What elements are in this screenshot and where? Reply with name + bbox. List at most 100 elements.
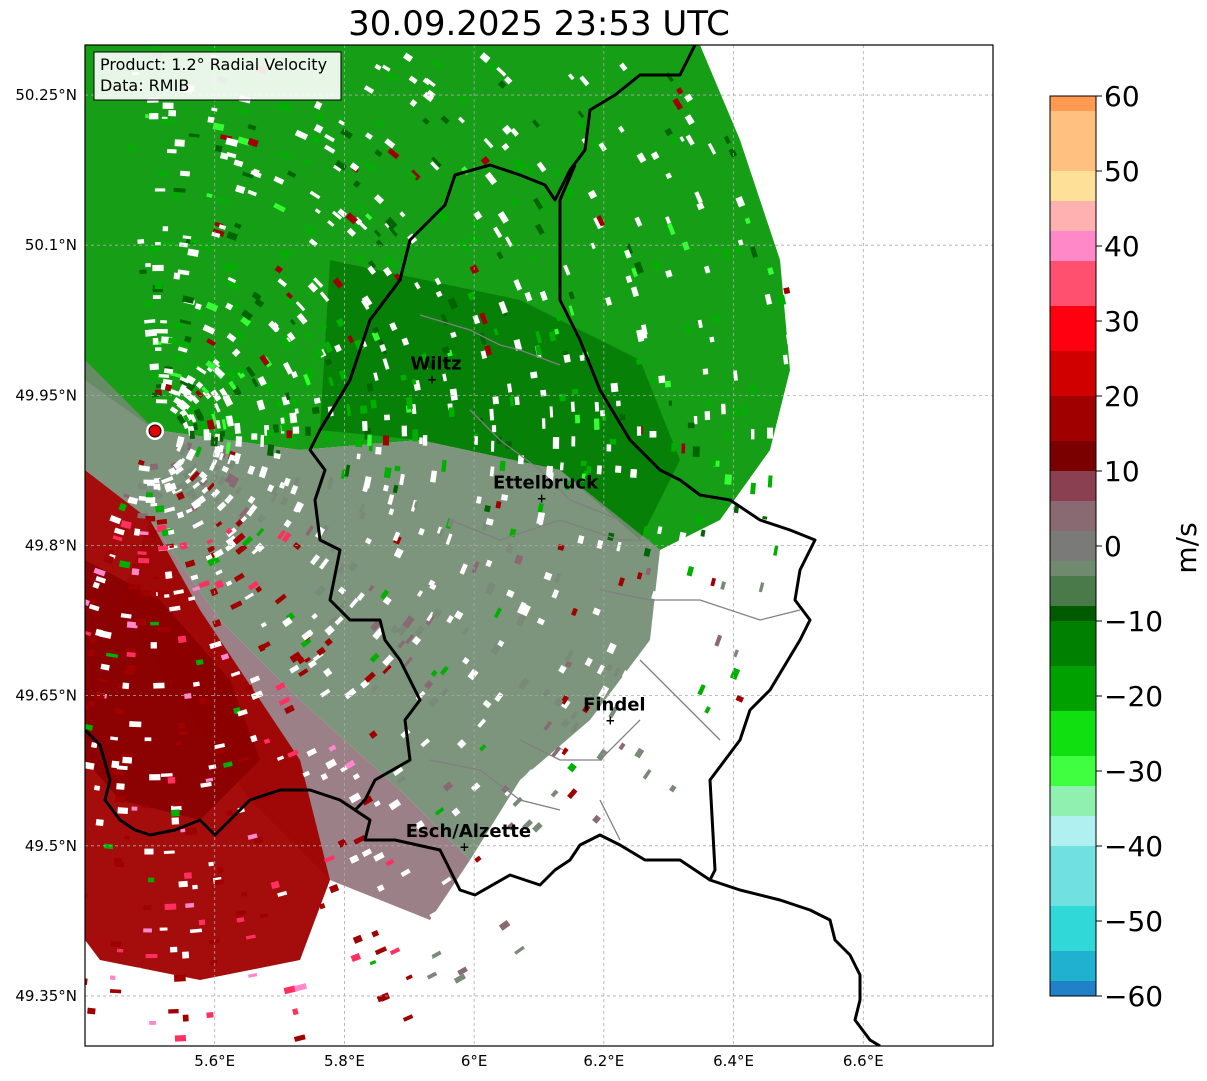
radar-gate	[733, 649, 739, 658]
radar-gate	[541, 830, 554, 843]
radar-gate	[564, 480, 571, 491]
radar-gate	[126, 621, 138, 629]
radar-gate	[244, 684, 254, 692]
radar-gate	[580, 460, 587, 467]
radar-gate	[364, 671, 376, 683]
radar-gate	[208, 861, 214, 867]
radar-gate	[382, 64, 391, 72]
radar-gate	[357, 220, 368, 231]
radar-gate	[247, 124, 257, 131]
radar-gate	[141, 804, 150, 809]
radar-gate	[783, 287, 791, 295]
belgium-france-border	[85, 728, 356, 837]
radar-gate	[504, 76, 513, 85]
radar-gate	[497, 211, 509, 224]
radar-gate	[447, 517, 455, 528]
radar-gate	[194, 303, 202, 310]
radar-gate	[160, 320, 167, 324]
radar-gate	[442, 781, 454, 792]
radar-gate	[145, 497, 156, 503]
radar-gate	[345, 212, 358, 225]
radar-gate	[652, 260, 661, 270]
radar-gate	[107, 549, 115, 556]
radar-gate	[493, 328, 499, 336]
radar-gate	[210, 488, 221, 499]
radar-gate	[185, 448, 197, 462]
colorbar-tick-label: −30	[1104, 755, 1163, 788]
radar-gate	[382, 484, 389, 492]
radar-gate	[215, 521, 223, 528]
colorbar: 60 50 40 30 20 10 0 −10 −20 −30 −40 −50 −60	[1049, 80, 1163, 1013]
radar-gate	[549, 406, 554, 418]
colorbar-segment	[1050, 246, 1096, 262]
radar-gate	[767, 267, 774, 276]
radar-gate	[158, 172, 168, 177]
radar-gate	[207, 545, 216, 553]
radar-gate	[707, 397, 712, 407]
radar-gate	[164, 383, 172, 392]
radar-gate	[365, 132, 373, 140]
radar-gate	[764, 293, 773, 305]
radar-gate	[179, 541, 188, 551]
radar-gate	[234, 414, 240, 422]
radar-gate	[522, 769, 534, 781]
radar-gate	[571, 388, 579, 395]
radar-gate	[692, 446, 700, 457]
radar-gate	[437, 970, 450, 980]
radar-gate	[665, 172, 673, 180]
radar-gate	[349, 162, 360, 172]
radar-gate	[560, 698, 571, 710]
radar-gate	[554, 328, 560, 335]
radar-gate	[158, 545, 169, 551]
radar-gate	[303, 373, 311, 386]
radar-gate	[457, 966, 468, 976]
city-marker: +	[537, 491, 547, 505]
radar-gate	[247, 189, 258, 197]
radar-gate	[335, 317, 346, 328]
radar-gate	[714, 634, 723, 647]
radar-gate	[498, 919, 511, 931]
radar-gate	[235, 519, 244, 528]
radar-gate	[207, 116, 215, 124]
radar-gate	[359, 503, 366, 513]
radar-gate	[137, 482, 148, 490]
radar-gate	[559, 393, 566, 402]
radar-gate	[212, 228, 225, 238]
map-border	[84, 44, 994, 1047]
radar-gate	[451, 807, 461, 817]
colorbar-segment	[1050, 576, 1096, 592]
radar-gate	[368, 730, 378, 739]
radar-gate	[182, 235, 192, 240]
radar-gate	[711, 313, 720, 323]
radar-gate	[278, 696, 291, 706]
colorbar-segment	[1050, 186, 1096, 202]
info-box: Product: 1.2° Radial Velocity Data: RMIB	[93, 51, 342, 101]
radar-gate	[394, 465, 401, 472]
radar-gate	[291, 398, 298, 407]
radar-gate	[676, 580, 686, 593]
radar-gate	[727, 711, 737, 721]
radar-gate	[160, 773, 173, 777]
radar-gate	[458, 95, 468, 105]
radar-gate	[582, 704, 591, 714]
radar-gate	[684, 93, 694, 103]
radar-gate	[260, 621, 267, 628]
radar-gate	[178, 730, 188, 736]
radar-gate	[192, 884, 198, 890]
radar-gate	[447, 297, 459, 310]
radar-gate	[533, 197, 544, 211]
radar-gate	[263, 738, 271, 745]
radar-gate	[315, 112, 325, 121]
colorbar-segment	[1050, 471, 1096, 487]
lat-tick-labels: 50.25°N 50.1°N 49.95°N 49.8°N 49.65°N 49.5°N 4…	[15, 86, 77, 1005]
radar-gate	[434, 807, 445, 816]
radar-gate	[402, 1014, 414, 1022]
radar-gate	[235, 543, 248, 555]
lon-tick-label: 6.4°E	[713, 1052, 754, 1070]
radar-gate	[707, 142, 717, 155]
radar-gate	[426, 971, 438, 980]
radar-site	[146, 422, 164, 440]
radar-gate	[313, 123, 324, 134]
colorbar-segment	[1050, 621, 1096, 637]
colorbar-segment	[1050, 156, 1096, 172]
